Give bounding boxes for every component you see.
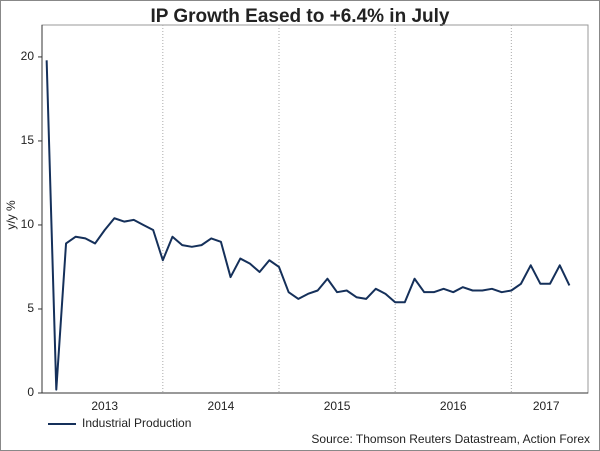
x-tick-label: 2015 [324,399,351,413]
x-tick-label: 2016 [440,399,467,413]
x-tick-label: 2014 [208,399,235,413]
y-tick-label: 5 [27,301,34,315]
source: Source: Thomson Reuters Datastream, Acti… [311,432,590,446]
chart-title: IP Growth Eased to +6.4% in July [151,6,450,27]
line [45,60,571,391]
y-tick-label: 15 [21,133,35,147]
y-axis-label: y/y % [4,200,18,230]
x-tick-label: 2013 [91,399,118,413]
x-tick-label: 2017 [533,399,560,413]
y-tick-label: 20 [21,49,35,63]
legend-label: Industrial Production [82,416,191,430]
y-tick-label: 10 [21,217,35,231]
y-tick-label: 0 [27,385,34,399]
